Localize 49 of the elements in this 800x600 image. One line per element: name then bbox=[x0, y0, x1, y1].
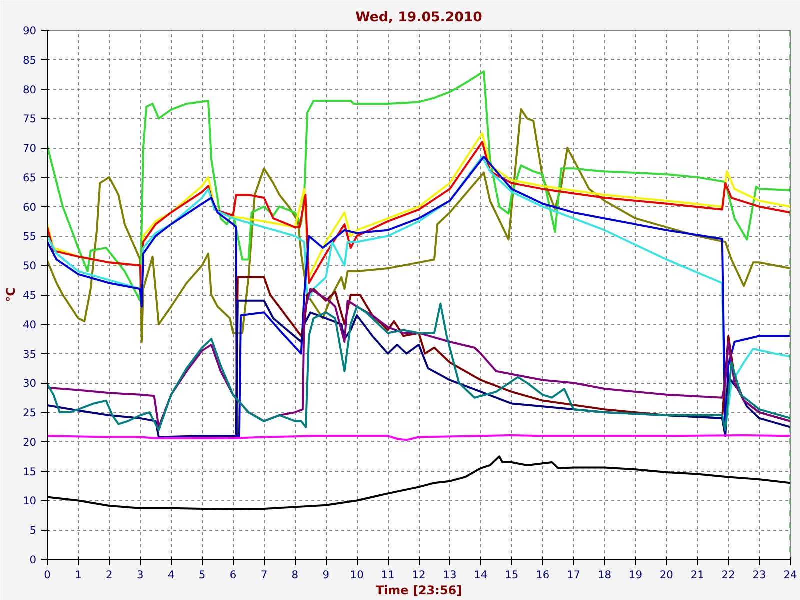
x-tick-label: 15 bbox=[505, 568, 519, 582]
x-tick-label: 0 bbox=[44, 568, 52, 582]
x-tick-label: 11 bbox=[381, 568, 395, 582]
x-tick-label: 18 bbox=[598, 568, 612, 582]
x-tick-label: 12 bbox=[412, 568, 426, 582]
y-tick-label: 25 bbox=[22, 406, 37, 420]
x-tick-label: 19 bbox=[628, 568, 643, 582]
x-tick-label: 7 bbox=[260, 568, 268, 582]
y-tick-label: 0 bbox=[30, 554, 37, 566]
y-tick-label: 15 bbox=[22, 465, 37, 478]
x-tick-label: 16 bbox=[536, 568, 550, 582]
x-tick-label: 8 bbox=[292, 568, 299, 582]
x-axis-title: Time [23:56] bbox=[376, 584, 462, 598]
chart-title: Wed, 19.05.2010 bbox=[356, 10, 482, 26]
x-tick-label: 4 bbox=[168, 568, 175, 582]
x-tick-label: 14 bbox=[474, 568, 488, 582]
line-series bbox=[48, 70, 790, 302]
x-tick-label: 13 bbox=[443, 568, 457, 582]
y-tick-label: 5 bbox=[30, 524, 36, 538]
y-tick-label: 45 bbox=[22, 289, 37, 302]
y-tick-label: 80 bbox=[22, 83, 37, 96]
y-tick-label: 55 bbox=[22, 230, 37, 244]
line-series bbox=[48, 108, 790, 344]
x-tick-label: 3 bbox=[136, 568, 144, 582]
y-tick-label: 10 bbox=[22, 494, 37, 508]
y-tick-label: 50 bbox=[22, 260, 37, 273]
y-tick-label: 30 bbox=[22, 377, 37, 390]
x-tick-label: 1 bbox=[75, 568, 82, 582]
x-tick-label: 23 bbox=[752, 568, 766, 582]
y-tick-label: 60 bbox=[22, 200, 37, 214]
x-tick-label: 6 bbox=[230, 568, 237, 582]
y-tick-label: 85 bbox=[22, 54, 37, 67]
x-tick-label: 17 bbox=[567, 568, 581, 582]
y-tick-label: 75 bbox=[22, 112, 37, 126]
y-tick-label: 65 bbox=[22, 171, 37, 184]
y-tick-label: 20 bbox=[22, 436, 37, 449]
x-tick-label: 24 bbox=[784, 568, 798, 582]
y-axis-title: °C bbox=[4, 287, 18, 302]
x-tick-label: 10 bbox=[350, 568, 364, 582]
y-tick-label: 90 bbox=[22, 24, 37, 38]
y-tick-label: 40 bbox=[22, 318, 37, 332]
x-tick-label: 5 bbox=[198, 568, 206, 582]
y-tick-label: 35 bbox=[22, 348, 37, 361]
x-tick-label: 21 bbox=[690, 568, 704, 582]
y-tick-label: 70 bbox=[22, 142, 37, 156]
x-tick-label: 9 bbox=[322, 568, 330, 582]
x-tick-label: 20 bbox=[660, 568, 674, 582]
x-tick-label: 22 bbox=[722, 568, 736, 582]
x-tick-label: 2 bbox=[106, 568, 113, 582]
